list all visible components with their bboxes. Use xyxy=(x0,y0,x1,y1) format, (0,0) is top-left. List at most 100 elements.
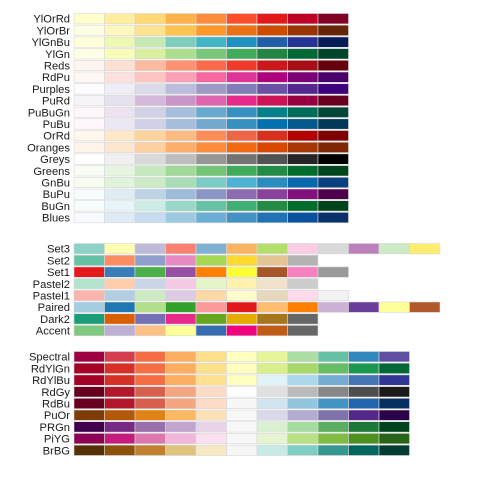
color-swatch xyxy=(195,212,227,224)
palette-row-purd: PuRd xyxy=(42,95,349,108)
color-swatch xyxy=(104,243,136,255)
color-swatch xyxy=(256,374,288,386)
color-swatch xyxy=(195,313,227,325)
color-swatch xyxy=(226,59,258,71)
color-swatch xyxy=(256,433,288,445)
color-swatch xyxy=(165,278,197,290)
color-swatch xyxy=(317,212,349,224)
color-swatch xyxy=(134,83,166,95)
color-swatch xyxy=(165,362,197,374)
color-swatch xyxy=(73,433,105,445)
color-swatch xyxy=(195,83,227,95)
color-swatch xyxy=(256,13,288,25)
color-swatch xyxy=(165,313,197,325)
palette-row-bugn: BuGn xyxy=(41,200,349,213)
color-swatch xyxy=(317,433,349,445)
palette-label: Blues xyxy=(42,213,70,225)
color-swatch xyxy=(256,362,288,374)
color-swatch xyxy=(226,200,258,212)
color-swatch xyxy=(378,374,410,386)
color-swatch xyxy=(104,59,136,71)
color-swatch xyxy=(73,95,105,107)
color-swatch xyxy=(165,177,197,189)
color-swatch xyxy=(165,106,197,118)
palette-row-paired: Paired xyxy=(38,301,441,314)
color-swatch xyxy=(287,212,319,224)
color-swatch xyxy=(287,397,319,409)
color-swatch xyxy=(287,313,319,325)
color-swatch xyxy=(165,421,197,433)
color-swatch xyxy=(73,59,105,71)
color-swatch xyxy=(256,325,288,337)
palette-label: Set3 xyxy=(47,244,70,256)
color-swatch xyxy=(134,351,166,363)
color-swatch xyxy=(348,397,380,409)
palette-rows: YlOrRdYlOrBrYlGnBuYlGnRedsRdPuPurplesPuR… xyxy=(27,13,441,457)
color-swatch xyxy=(256,289,288,301)
color-swatch xyxy=(378,409,410,421)
color-swatch xyxy=(73,83,105,95)
color-swatch xyxy=(195,266,227,278)
color-swatch xyxy=(134,177,166,189)
color-swatch xyxy=(226,188,258,200)
color-swatch xyxy=(287,266,319,278)
color-swatch xyxy=(134,118,166,130)
color-swatch xyxy=(226,313,258,325)
color-swatch xyxy=(73,409,105,421)
color-swatch xyxy=(287,24,319,36)
color-swatch xyxy=(104,362,136,374)
color-swatch xyxy=(256,212,288,224)
color-swatch xyxy=(256,254,288,266)
color-swatch xyxy=(287,409,319,421)
color-swatch xyxy=(317,351,349,363)
palette-label: GnBu xyxy=(41,178,70,190)
palette-row-ylorrd: YlOrRd xyxy=(33,13,349,26)
palette-row-greys: Greys xyxy=(40,153,349,166)
color-swatch xyxy=(287,153,319,165)
palette-row-ylorbr: YlOrBr xyxy=(36,24,349,37)
color-swatch xyxy=(287,433,319,445)
color-swatch xyxy=(287,421,319,433)
color-swatch xyxy=(104,13,136,25)
color-swatch xyxy=(165,71,197,83)
color-swatch xyxy=(287,48,319,60)
color-swatch xyxy=(104,325,136,337)
color-swatch xyxy=(195,165,227,177)
color-swatch xyxy=(317,59,349,71)
color-swatch xyxy=(195,444,227,456)
color-swatch xyxy=(287,95,319,107)
palette-label: PuBuGn xyxy=(28,107,70,119)
color-swatch xyxy=(256,266,288,278)
palette-row-rdylgn: RdYlGn xyxy=(31,362,410,375)
palette-row-gnbu: GnBu xyxy=(41,177,349,190)
color-swatch xyxy=(195,24,227,36)
color-swatch xyxy=(134,444,166,456)
color-swatch xyxy=(317,24,349,36)
color-swatch xyxy=(226,351,258,363)
color-swatch xyxy=(409,243,441,255)
color-swatch xyxy=(256,48,288,60)
color-swatch xyxy=(226,254,258,266)
color-swatch xyxy=(165,351,197,363)
color-swatch xyxy=(226,278,258,290)
color-swatch xyxy=(104,165,136,177)
color-swatch xyxy=(104,409,136,421)
color-swatch xyxy=(348,386,380,398)
color-swatch xyxy=(134,433,166,445)
palette-row-purples: Purples xyxy=(32,83,349,96)
palette-row-blues: Blues xyxy=(42,212,349,225)
color-swatch xyxy=(134,278,166,290)
color-swatch xyxy=(134,141,166,153)
color-swatch xyxy=(195,351,227,363)
palette-row-orrd: OrRd xyxy=(43,130,349,143)
color-swatch xyxy=(317,362,349,374)
color-swatch xyxy=(287,130,319,142)
palette-label: OrRd xyxy=(43,131,70,143)
color-swatch xyxy=(226,141,258,153)
color-swatch xyxy=(104,118,136,130)
color-swatch xyxy=(195,289,227,301)
color-swatch xyxy=(256,243,288,255)
palette-label: Dark2 xyxy=(40,314,70,326)
color-swatch xyxy=(226,165,258,177)
color-swatch xyxy=(287,254,319,266)
